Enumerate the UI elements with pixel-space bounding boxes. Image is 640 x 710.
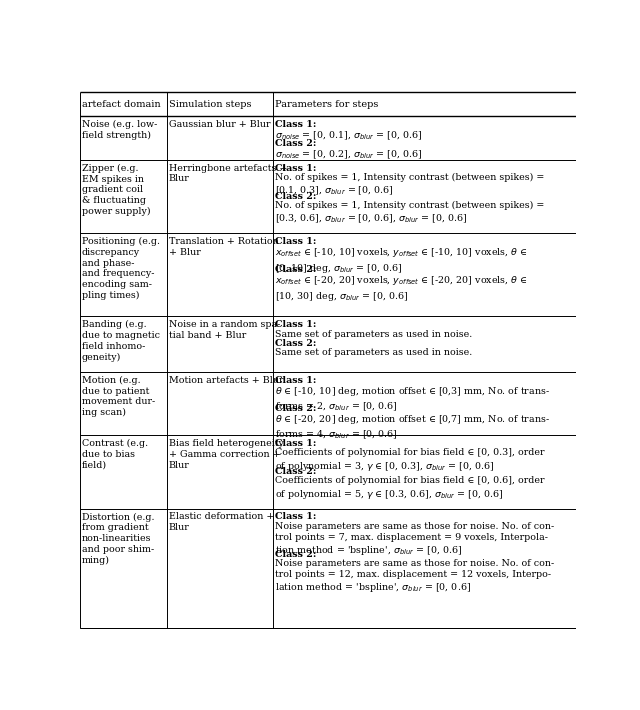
Text: Noise (e.g. low-
field strength): Noise (e.g. low- field strength) (82, 120, 157, 140)
Text: Class 1:: Class 1: (275, 164, 317, 173)
Text: Motion artefacts + Blur: Motion artefacts + Blur (169, 376, 284, 385)
Text: Herringbone artefacts +
Blur: Herringbone artefacts + Blur (169, 164, 287, 183)
Text: Banding (e.g.
due to magnetic
field inhomo-
geneity): Banding (e.g. due to magnetic field inho… (82, 320, 160, 362)
Text: Contrast (e.g.
due to bias
field): Contrast (e.g. due to bias field) (82, 439, 148, 470)
Text: Simulation steps: Simulation steps (169, 99, 252, 109)
Text: Distortion (e.g.
from gradient
non-linearities
and poor shim-
ming): Distortion (e.g. from gradient non-linea… (82, 513, 154, 564)
Text: Class 1:: Class 1: (275, 320, 317, 329)
Text: Coefficients of polynomial for bias field ∈ [0, 0.3], order
of polynomial = 3, $: Coefficients of polynomial for bias fiel… (275, 449, 545, 473)
Text: Noise in a random spa-
tial band + Blur: Noise in a random spa- tial band + Blur (169, 320, 280, 340)
Text: Elastic deformation +
Blur: Elastic deformation + Blur (169, 513, 274, 532)
Text: Class 1:: Class 1: (275, 120, 317, 129)
Text: Motion (e.g.
due to patient
movement dur-
ing scan): Motion (e.g. due to patient movement dur… (82, 376, 156, 417)
Text: Class 2:: Class 2: (275, 265, 317, 274)
Text: $\sigma_{noise}$ = [0, 0.1], $\sigma_{blur}$ = [0, 0.6]: $\sigma_{noise}$ = [0, 0.1], $\sigma_{bl… (275, 129, 423, 142)
Text: Noise parameters are same as those for noise. No. of con-
trol points = 12, max.: Noise parameters are same as those for n… (275, 559, 555, 594)
Text: Gaussian blur + Blur: Gaussian blur + Blur (169, 120, 270, 129)
Text: Bias field heterogeneity
+ Gamma correction +
Blur: Bias field heterogeneity + Gamma correct… (169, 439, 284, 469)
Text: Class 2:: Class 2: (275, 467, 317, 476)
Text: $\sigma_{noise}$ = [0, 0.2], $\sigma_{blur}$ = [0, 0.6]: $\sigma_{noise}$ = [0, 0.2], $\sigma_{bl… (275, 148, 423, 160)
Text: $\theta$ ∈ [-10, 10] deg, motion offset ∈ [0,3] mm, No. of trans-
forms = 2, $\s: $\theta$ ∈ [-10, 10] deg, motion offset … (275, 385, 550, 413)
Text: Noise parameters are same as those for noise. No. of con-
trol points = 7, max. : Noise parameters are same as those for n… (275, 522, 555, 557)
Text: Positioning (e.g.
discrepancy
and phase-
and frequency-
encoding sam-
pling time: Positioning (e.g. discrepancy and phase-… (82, 237, 160, 300)
Text: Translation + Rotation
+ Blur: Translation + Rotation + Blur (169, 237, 278, 257)
Text: Parameters for steps: Parameters for steps (275, 99, 379, 109)
Text: $x_{offset}$ ∈ [-10, 10] voxels, $y_{offset}$ ∈ [-10, 10] voxels, $\theta$ ∈
[0,: $x_{offset}$ ∈ [-10, 10] voxels, $y_{off… (275, 246, 528, 275)
Text: Class 2:: Class 2: (275, 192, 317, 201)
Text: Class 1:: Class 1: (275, 439, 317, 448)
Text: Class 1:: Class 1: (275, 513, 317, 521)
Text: No. of spikes = 1, Intensity contrast (between spikes) =
[0.1, 0.3], $\sigma_{bl: No. of spikes = 1, Intensity contrast (b… (275, 173, 545, 197)
Text: Class 2:: Class 2: (275, 404, 317, 413)
Text: Class 1:: Class 1: (275, 237, 317, 246)
Text: artefact domain: artefact domain (82, 99, 161, 109)
Text: Zipper (e.g.
EM spikes in
gradient coil
& fluctuating
power supply): Zipper (e.g. EM spikes in gradient coil … (82, 164, 150, 216)
Text: Class 1:: Class 1: (275, 376, 317, 385)
Text: No. of spikes = 1, Intensity contrast (between spikes) =
[0.3, 0.6], $\sigma_{bl: No. of spikes = 1, Intensity contrast (b… (275, 201, 545, 225)
Text: Same set of parameters as used in noise.: Same set of parameters as used in noise. (275, 329, 473, 339)
Text: Coefficients of polynomial for bias field ∈ [0, 0.6], order
of polynomial = 5, $: Coefficients of polynomial for bias fiel… (275, 476, 545, 501)
Text: Same set of parameters as used in noise.: Same set of parameters as used in noise. (275, 348, 473, 357)
Text: $x_{offset}$ ∈ [-20, 20] voxels, $y_{offset}$ ∈ [-20, 20] voxels, $\theta$ ∈
[10: $x_{offset}$ ∈ [-20, 20] voxels, $y_{off… (275, 274, 528, 302)
Text: Class 2:: Class 2: (275, 550, 317, 559)
Text: Class 2:: Class 2: (275, 339, 317, 348)
Text: Class 2:: Class 2: (275, 138, 317, 148)
Text: $\theta$ ∈ [-20, 20] deg, motion offset ∈ [0,7] mm, No. of trans-
forms = 4, $\s: $\theta$ ∈ [-20, 20] deg, motion offset … (275, 413, 550, 441)
